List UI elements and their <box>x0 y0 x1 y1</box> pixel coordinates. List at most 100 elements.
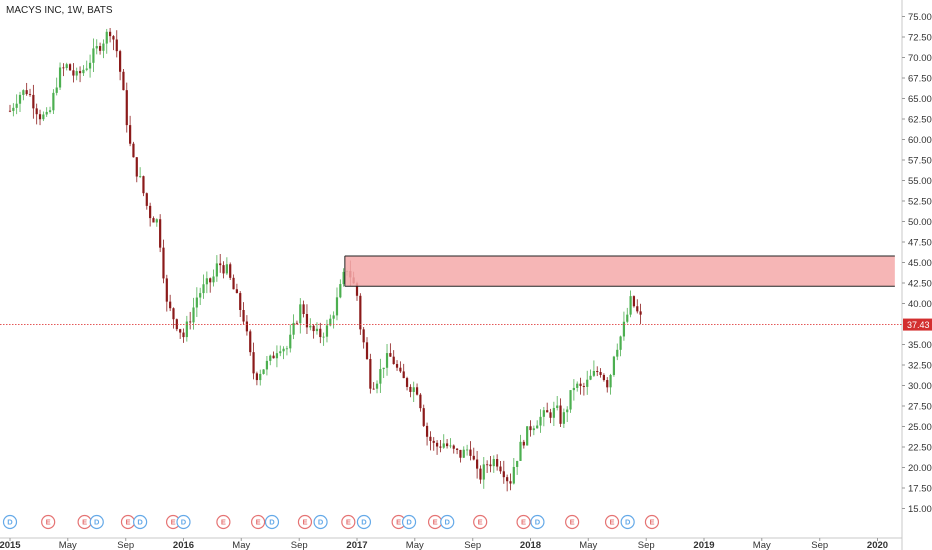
candle-body <box>455 448 459 450</box>
price-axis[interactable]: 75.00 72.50 70.00 67.50 65.00 62.50 60.00 57.50… <box>901 0 932 550</box>
x-tick-label: Sep <box>811 540 828 550</box>
earnings-event-icon[interactable]: E <box>473 514 488 530</box>
dividend-event-icon[interactable]: D <box>530 514 545 530</box>
y-tick-label: 65.00 <box>908 94 932 105</box>
svg-text:D: D <box>94 518 100 527</box>
candle-body <box>619 336 622 350</box>
candle-body <box>275 353 279 359</box>
earnings-event-icon[interactable]: E <box>251 514 266 530</box>
dividend-event-icon[interactable]: D <box>89 514 104 530</box>
candle-body <box>139 176 142 177</box>
candle-body <box>202 284 205 294</box>
svg-text:D: D <box>361 518 367 527</box>
svg-text:E: E <box>521 518 526 527</box>
dividend-event-icon[interactable]: D <box>356 514 372 530</box>
y-tick-label: 72.50 <box>908 33 932 44</box>
candle-body <box>269 355 272 361</box>
candle-body <box>78 71 82 74</box>
y-tick-label: 20.00 <box>908 463 932 474</box>
candle-body <box>409 386 412 392</box>
dividend-event-icon[interactable]: D <box>2 514 18 530</box>
candle-body <box>452 445 455 449</box>
candle-body <box>586 379 589 387</box>
candle-body <box>445 443 449 447</box>
candle-body <box>315 328 319 332</box>
candle-body <box>249 331 252 353</box>
candle-body <box>442 443 445 448</box>
candle-body <box>325 325 329 337</box>
candle-body <box>25 90 28 95</box>
candle-body <box>365 342 369 359</box>
candle-body <box>222 265 225 274</box>
candle-body <box>8 110 12 112</box>
candle-body <box>319 328 322 338</box>
candle-body <box>58 67 62 88</box>
x-tick-label: 2015 <box>0 540 21 550</box>
current-price-label: 37.43 <box>907 320 930 330</box>
x-tick-label: 2017 <box>346 540 367 550</box>
candle-body <box>629 296 632 315</box>
candle-body <box>152 218 155 223</box>
earnings-event-icon[interactable]: E <box>516 514 531 530</box>
dividend-event-icon[interactable]: D <box>620 514 635 530</box>
y-tick-label: 32.50 <box>908 361 932 372</box>
candle-body <box>232 277 235 290</box>
candle-body <box>62 67 65 69</box>
candle-body <box>189 321 192 323</box>
earnings-event-icon[interactable]: E <box>41 514 56 530</box>
x-tick-label: Sep <box>117 540 134 550</box>
earnings-event-icon[interactable]: E <box>644 514 660 530</box>
candle-body <box>265 360 269 370</box>
earnings-event-icon[interactable]: E <box>427 514 443 530</box>
candle-body <box>272 355 275 359</box>
earnings-event-icon[interactable]: E <box>297 514 313 530</box>
earnings-event-icon[interactable]: E <box>77 514 92 530</box>
candle-body <box>32 94 35 109</box>
candle-body <box>532 428 535 431</box>
dividend-event-icon[interactable]: D <box>401 514 417 530</box>
candle-body <box>15 103 18 108</box>
candle-body <box>536 425 539 429</box>
candle-body <box>242 310 245 322</box>
earnings-event-icon[interactable]: E <box>216 514 231 530</box>
y-tick-label: 57.50 <box>908 156 932 167</box>
svg-text:D: D <box>137 518 143 527</box>
svg-text:D: D <box>181 518 187 527</box>
candle-body <box>88 62 92 69</box>
svg-text:D: D <box>269 518 275 527</box>
candle-body <box>559 405 562 424</box>
resistance-zone[interactable] <box>344 255 895 287</box>
x-tick-label: Sep <box>638 540 655 550</box>
candle-body <box>462 449 465 458</box>
svg-text:E: E <box>570 518 575 527</box>
time-axis[interactable]: 2015 May Sep 2016 May Sep 2017 May Sep 2018 May Sep… <box>0 537 902 550</box>
y-tick-label: 42.50 <box>908 279 932 290</box>
x-tick-label: Sep <box>464 540 481 550</box>
dividend-event-icon[interactable]: D <box>176 514 191 530</box>
svg-text:E: E <box>433 518 438 527</box>
earnings-event-icon[interactable]: E <box>565 514 580 530</box>
candle-body <box>546 410 549 413</box>
candle-body <box>355 283 359 296</box>
candle-body <box>105 31 108 44</box>
x-tick-label: 2020 <box>867 540 888 550</box>
candle-body <box>125 90 128 126</box>
earnings-event-icon[interactable]: E <box>120 514 136 530</box>
candle-body <box>432 440 435 443</box>
candle-body <box>35 108 38 115</box>
dividend-event-icon[interactable]: D <box>264 514 280 530</box>
earnings-event-icon[interactable]: E <box>604 514 620 530</box>
candle-body <box>219 263 222 266</box>
y-tick-label: 17.50 <box>908 484 932 495</box>
dividend-event-icon[interactable]: D <box>440 514 455 530</box>
dividend-event-icon[interactable]: D <box>313 514 328 530</box>
candle-body <box>122 71 125 91</box>
candle-body <box>412 387 415 392</box>
candle-body <box>492 459 495 467</box>
candle-body <box>622 321 626 337</box>
earnings-event-icon[interactable]: E <box>341 514 356 530</box>
candle-body <box>399 367 402 372</box>
candle-body <box>45 111 48 115</box>
dividend-event-icon[interactable]: D <box>133 514 148 530</box>
